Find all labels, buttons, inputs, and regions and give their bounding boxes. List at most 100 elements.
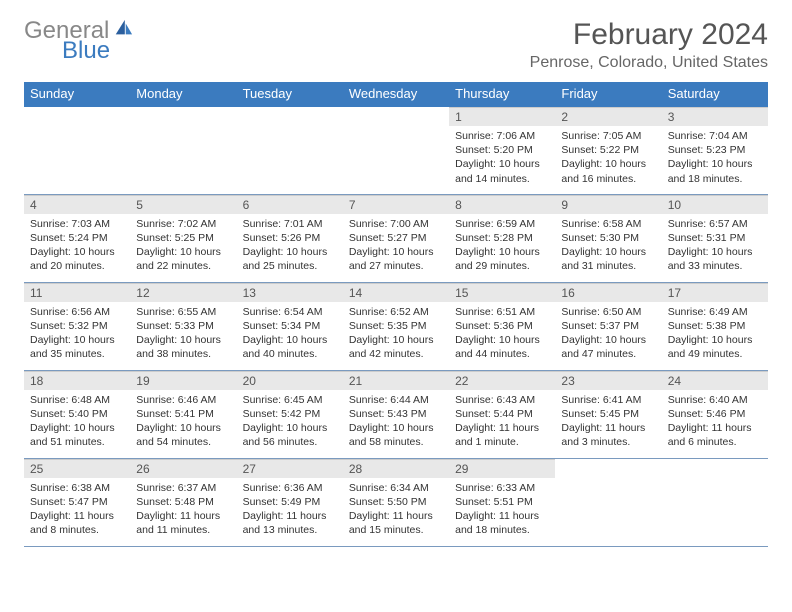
day-body: Sunrise: 6:57 AMSunset: 5:31 PMDaylight:… [662,214,768,280]
sunrise-line: Sunrise: 7:01 AM [243,217,337,231]
day-cell: 13Sunrise: 6:54 AMSunset: 5:34 PMDayligh… [237,282,343,370]
day-number: 9 [555,195,661,214]
sunrise-line: Sunrise: 6:40 AM [668,393,762,407]
day-number: 16 [555,283,661,302]
day-body: Sunrise: 6:46 AMSunset: 5:41 PMDaylight:… [130,390,236,456]
day-cell: 20Sunrise: 6:45 AMSunset: 5:42 PMDayligh… [237,370,343,458]
day-cell [343,106,449,194]
day-header-row: Sunday Monday Tuesday Wednesday Thursday… [24,82,768,106]
header: GeneralBlue February 2024 Penrose, Color… [24,18,768,72]
sunset-line: Sunset: 5:44 PM [455,407,549,421]
daylight-line-2: and 1 minute. [455,435,549,449]
week-row: 1Sunrise: 7:06 AMSunset: 5:20 PMDaylight… [24,106,768,194]
sunset-line: Sunset: 5:32 PM [30,319,124,333]
logo: GeneralBlue [24,18,135,63]
sunset-line: Sunset: 5:37 PM [561,319,655,333]
sunset-line: Sunset: 5:41 PM [136,407,230,421]
sunrise-line: Sunrise: 6:43 AM [455,393,549,407]
day-number: 4 [24,195,130,214]
day-number: 11 [24,283,130,302]
sunset-line: Sunset: 5:35 PM [349,319,443,333]
day-body: Sunrise: 7:03 AMSunset: 5:24 PMDaylight:… [24,214,130,280]
day-body: Sunrise: 7:06 AMSunset: 5:20 PMDaylight:… [449,126,555,192]
daylight-line-1: Daylight: 10 hours [561,157,655,171]
sunset-line: Sunset: 5:24 PM [30,231,124,245]
daylight-line-1: Daylight: 10 hours [668,245,762,259]
daylight-line-2: and 22 minutes. [136,259,230,273]
sunrise-line: Sunrise: 6:41 AM [561,393,655,407]
day-body: Sunrise: 6:36 AMSunset: 5:49 PMDaylight:… [237,478,343,544]
day-number: 24 [662,371,768,390]
daylight-line-1: Daylight: 10 hours [349,421,443,435]
sunset-line: Sunset: 5:31 PM [668,231,762,245]
daylight-line-1: Daylight: 10 hours [136,333,230,347]
day-body: Sunrise: 6:50 AMSunset: 5:37 PMDaylight:… [555,302,661,368]
daylight-line-2: and 20 minutes. [30,259,124,273]
daylight-line-2: and 8 minutes. [30,523,124,537]
sunrise-line: Sunrise: 6:34 AM [349,481,443,495]
sunrise-line: Sunrise: 7:03 AM [30,217,124,231]
day-cell [130,106,236,194]
sunrise-line: Sunrise: 6:58 AM [561,217,655,231]
sunset-line: Sunset: 5:47 PM [30,495,124,509]
daylight-line-1: Daylight: 11 hours [668,421,762,435]
day-cell: 7Sunrise: 7:00 AMSunset: 5:27 PMDaylight… [343,194,449,282]
day-cell: 23Sunrise: 6:41 AMSunset: 5:45 PMDayligh… [555,370,661,458]
day-body: Sunrise: 6:55 AMSunset: 5:33 PMDaylight:… [130,302,236,368]
daylight-line-1: Daylight: 10 hours [668,333,762,347]
day-body: Sunrise: 7:05 AMSunset: 5:22 PMDaylight:… [555,126,661,192]
sunset-line: Sunset: 5:49 PM [243,495,337,509]
day-cell: 8Sunrise: 6:59 AMSunset: 5:28 PMDaylight… [449,194,555,282]
day-number: 13 [237,283,343,302]
calendar-table: Sunday Monday Tuesday Wednesday Thursday… [24,82,768,547]
daylight-line-2: and 58 minutes. [349,435,443,449]
day-cell: 25Sunrise: 6:38 AMSunset: 5:47 PMDayligh… [24,458,130,546]
sunrise-line: Sunrise: 6:44 AM [349,393,443,407]
day-cell: 17Sunrise: 6:49 AMSunset: 5:38 PMDayligh… [662,282,768,370]
daylight-line-2: and 11 minutes. [136,523,230,537]
daylight-line-2: and 35 minutes. [30,347,124,361]
daylight-line-2: and 31 minutes. [561,259,655,273]
sunset-line: Sunset: 5:46 PM [668,407,762,421]
sunset-line: Sunset: 5:43 PM [349,407,443,421]
col-tue: Tuesday [237,82,343,106]
sunrise-line: Sunrise: 6:52 AM [349,305,443,319]
daylight-line-1: Daylight: 10 hours [30,245,124,259]
sunrise-line: Sunrise: 6:33 AM [455,481,549,495]
sunset-line: Sunset: 5:36 PM [455,319,549,333]
daylight-line-1: Daylight: 11 hours [349,509,443,523]
sunrise-line: Sunrise: 6:51 AM [455,305,549,319]
daylight-line-1: Daylight: 11 hours [243,509,337,523]
daylight-line-1: Daylight: 10 hours [243,245,337,259]
daylight-line-2: and 54 minutes. [136,435,230,449]
day-body: Sunrise: 6:38 AMSunset: 5:47 PMDaylight:… [24,478,130,544]
day-cell: 24Sunrise: 6:40 AMSunset: 5:46 PMDayligh… [662,370,768,458]
day-body: Sunrise: 6:34 AMSunset: 5:50 PMDaylight:… [343,478,449,544]
day-body: Sunrise: 6:56 AMSunset: 5:32 PMDaylight:… [24,302,130,368]
day-body: Sunrise: 6:40 AMSunset: 5:46 PMDaylight:… [662,390,768,456]
day-cell: 3Sunrise: 7:04 AMSunset: 5:23 PMDaylight… [662,106,768,194]
day-body: Sunrise: 7:01 AMSunset: 5:26 PMDaylight:… [237,214,343,280]
daylight-line-1: Daylight: 11 hours [30,509,124,523]
day-cell: 18Sunrise: 6:48 AMSunset: 5:40 PMDayligh… [24,370,130,458]
month-title: February 2024 [530,18,768,52]
day-number: 1 [449,107,555,126]
sunrise-line: Sunrise: 6:45 AM [243,393,337,407]
sunset-line: Sunset: 5:28 PM [455,231,549,245]
sunrise-line: Sunrise: 6:38 AM [30,481,124,495]
logo-text-blue: Blue [24,39,135,63]
sunset-line: Sunset: 5:25 PM [136,231,230,245]
day-cell [662,458,768,546]
day-number: 27 [237,459,343,478]
daylight-line-2: and 47 minutes. [561,347,655,361]
day-number: 29 [449,459,555,478]
daylight-line-2: and 40 minutes. [243,347,337,361]
day-number: 20 [237,371,343,390]
sunrise-line: Sunrise: 6:59 AM [455,217,549,231]
day-number: 6 [237,195,343,214]
sunrise-line: Sunrise: 7:04 AM [668,129,762,143]
daylight-line-2: and 6 minutes. [668,435,762,449]
day-body: Sunrise: 6:54 AMSunset: 5:34 PMDaylight:… [237,302,343,368]
sunrise-line: Sunrise: 6:49 AM [668,305,762,319]
day-body: Sunrise: 6:49 AMSunset: 5:38 PMDaylight:… [662,302,768,368]
